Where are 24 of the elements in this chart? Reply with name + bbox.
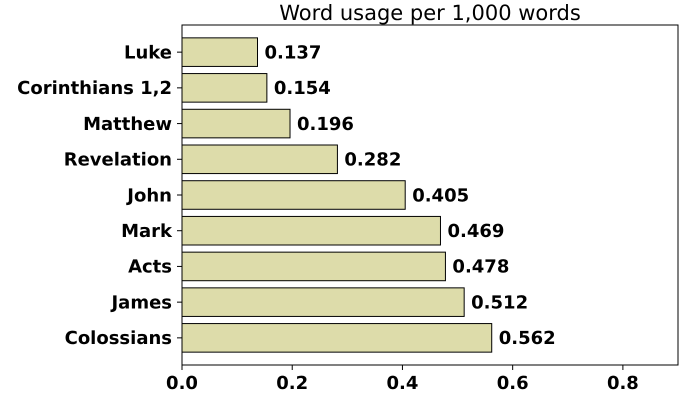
x-tick-label: 0.6 — [496, 373, 529, 394]
data-label: 0.196 — [297, 114, 354, 135]
chart-title: Word usage per 1,000 words — [279, 1, 581, 25]
y-tick-label: Luke — [124, 42, 172, 64]
data-label: 0.282 — [344, 150, 402, 171]
data-label: 0.405 — [412, 185, 470, 206]
data-label: 0.469 — [447, 221, 504, 242]
y-tick-label: Mark — [121, 221, 174, 242]
data-label: 0.478 — [452, 256, 510, 278]
data-label: 0.512 — [471, 292, 528, 314]
data-label: 0.154 — [274, 78, 331, 100]
y-tick-label: James — [109, 292, 172, 314]
data-label: 0.137 — [264, 42, 322, 64]
y-tick-label: Acts — [128, 256, 172, 278]
y-tick-label: Colossians — [64, 328, 172, 350]
x-tick-label: 0.0 — [166, 373, 198, 394]
y-tick-label: John — [125, 185, 172, 206]
data-label: 0.562 — [498, 328, 556, 350]
y-tick-label: Matthew — [83, 114, 172, 135]
y-tick-label: Revelation — [64, 150, 172, 171]
x-tick-label: 0.4 — [386, 373, 418, 394]
y-tick-label: Corinthians 1,2 — [17, 78, 172, 100]
x-tick-label: 0.8 — [606, 373, 639, 394]
x-tick-label: 0.2 — [276, 373, 308, 394]
